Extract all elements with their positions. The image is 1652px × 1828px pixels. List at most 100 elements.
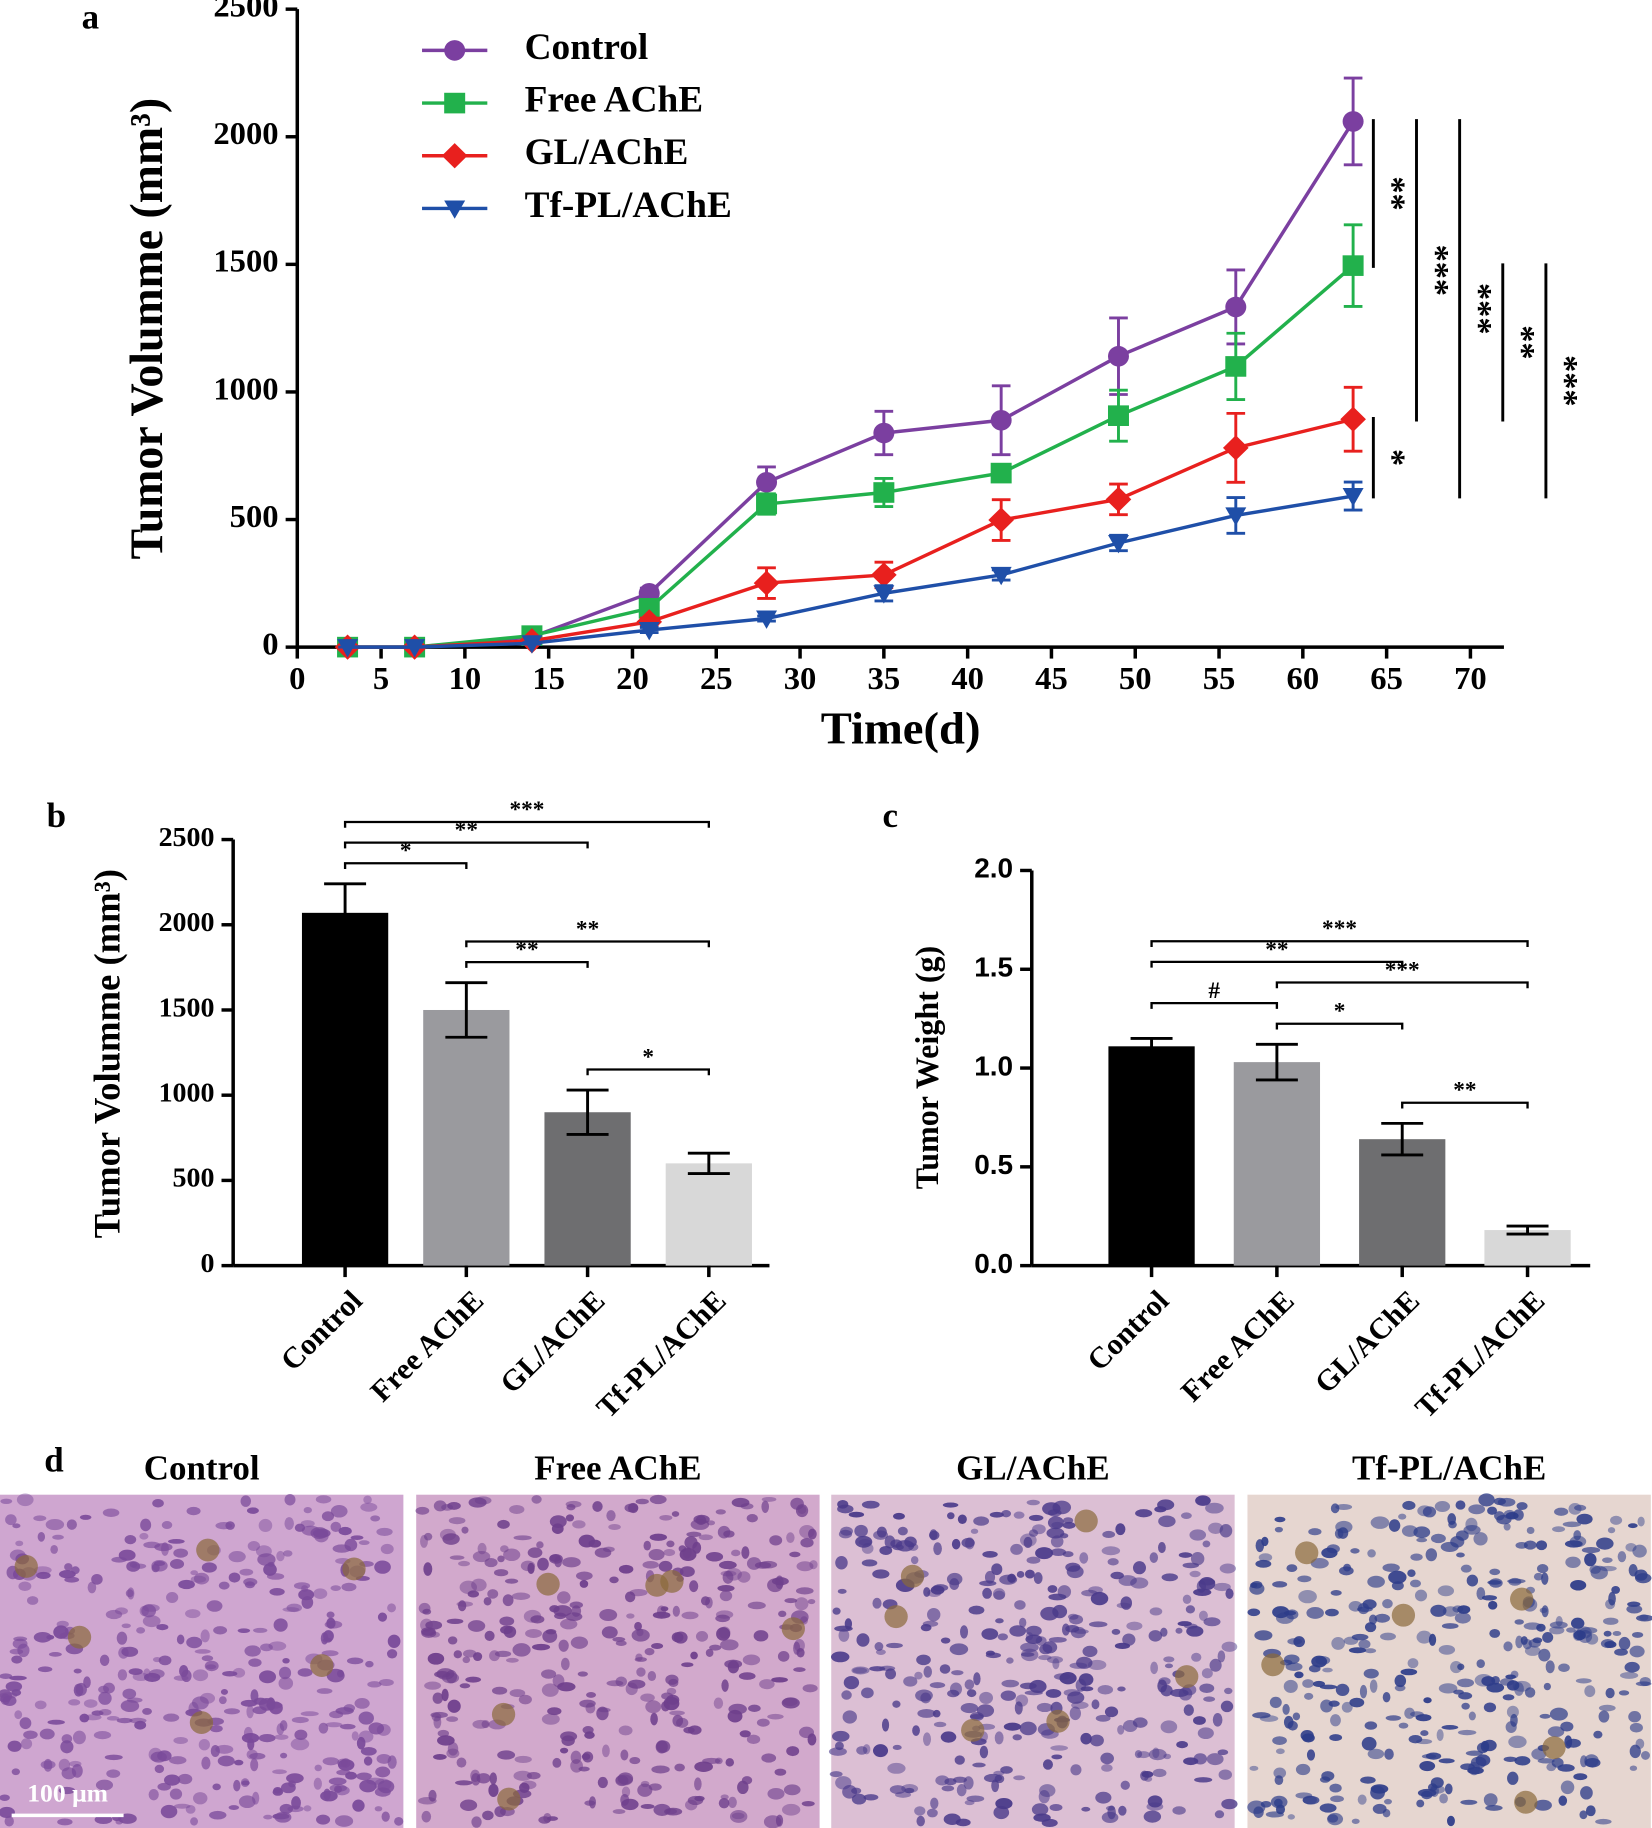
cell-nucleus: [1046, 1527, 1065, 1539]
cell-nucleus: [664, 1807, 683, 1816]
data-point: [756, 471, 778, 493]
cell-nucleus: [273, 1618, 288, 1632]
cell-nucleus: [994, 1731, 1004, 1745]
cell-nucleus: [5, 1681, 23, 1692]
cell-nucleus: [446, 1748, 460, 1759]
significance-label: ***: [1417, 245, 1455, 297]
cell-nucleus: [1212, 1712, 1223, 1727]
error-bar: [1255, 1042, 1298, 1082]
cell-nucleus: [71, 1764, 83, 1778]
cell-nucleus: [679, 1566, 695, 1577]
cell-nucleus: [1398, 1513, 1407, 1520]
cell-nucleus: [973, 1516, 990, 1526]
cell-nucleus: [558, 1639, 569, 1652]
cell-nucleus: [551, 1523, 564, 1534]
cell-nucleus: [465, 1676, 482, 1683]
pigment-cell: [884, 1605, 908, 1629]
cell-nucleus: [1385, 1715, 1402, 1721]
cell-nucleus: [835, 1555, 848, 1570]
significance-label: ***: [1385, 957, 1420, 983]
cell-nucleus: [1384, 1748, 1394, 1760]
cell-nucleus: [1079, 1552, 1089, 1564]
cell-nucleus: [1554, 1507, 1569, 1516]
cell-nucleus: [19, 1717, 32, 1730]
cell-nucleus: [1254, 1630, 1273, 1641]
significance-bracket: [1150, 940, 1529, 947]
cell-nucleus: [1107, 1558, 1119, 1566]
cell-nucleus: [58, 1569, 76, 1579]
cell-nucleus: [222, 1670, 238, 1677]
cell-nucleus: [487, 1589, 499, 1599]
cell-nucleus: [322, 1757, 340, 1766]
cell-nucleus: [1349, 1697, 1365, 1708]
cell-nucleus: [1019, 1617, 1027, 1628]
cell-nucleus: [1380, 1632, 1396, 1641]
cell-nucleus: [1416, 1630, 1432, 1644]
cell-nucleus: [514, 1755, 532, 1764]
cell-nucleus: [381, 1811, 390, 1822]
cell-nucleus: [1001, 1510, 1012, 1518]
data-point: [1225, 296, 1247, 318]
cell-nucleus: [761, 1500, 770, 1513]
cell-nucleus: [284, 1517, 294, 1530]
cell-nucleus: [884, 1535, 896, 1549]
cell-nucleus: [834, 1741, 844, 1751]
cell-nucleus: [432, 1692, 444, 1704]
cell-nucleus: [1010, 1543, 1023, 1555]
cell-nucleus: [767, 1713, 784, 1720]
cell-nucleus: [1348, 1601, 1363, 1612]
cell-nucleus: [250, 1689, 259, 1703]
cell-nucleus: [126, 1697, 143, 1703]
significance-bracket: [586, 1068, 710, 1076]
cell-nucleus: [139, 1532, 149, 1540]
cell-nucleus: [537, 1557, 549, 1571]
cell-nucleus: [1329, 1783, 1342, 1793]
cell-nucleus: [1481, 1676, 1496, 1687]
cell-nucleus: [861, 1559, 878, 1567]
cell-nucleus: [1523, 1540, 1537, 1550]
cell-nucleus: [363, 1756, 373, 1766]
cell-nucleus: [648, 1548, 665, 1561]
cell-nucleus: [669, 1710, 685, 1716]
cell-nucleus: [1035, 1547, 1054, 1560]
cell-nucleus: [1334, 1528, 1344, 1539]
cell-nucleus: [1036, 1702, 1053, 1713]
cell-nucleus: [1107, 1805, 1116, 1820]
cell-nucleus: [106, 1716, 120, 1721]
error-bar: [1381, 1121, 1424, 1157]
cell-nucleus: [1595, 1818, 1612, 1825]
cell-nucleus: [320, 1632, 329, 1645]
cell-nucleus: [1327, 1814, 1339, 1823]
cell-nucleus: [1497, 1497, 1516, 1507]
cell-nucleus: [941, 1785, 955, 1792]
cell-nucleus: [1598, 1710, 1610, 1723]
cell-nucleus: [272, 1788, 284, 1796]
cell-nucleus: [856, 1746, 868, 1755]
cell-nucleus: [1013, 1511, 1025, 1519]
cell-nucleus: [249, 1752, 266, 1760]
cell-nucleus: [481, 1720, 490, 1729]
cell-nucleus: [313, 1588, 328, 1599]
cell-nucleus: [1631, 1631, 1644, 1638]
cell-nucleus: [497, 1750, 516, 1760]
cell-nucleus: [640, 1780, 650, 1788]
cell-nucleus: [1285, 1609, 1299, 1620]
cell-nucleus: [75, 1682, 87, 1696]
cell-nucleus: [83, 1699, 98, 1708]
cell-nucleus: [1319, 1803, 1337, 1813]
cell-nucleus: [1292, 1712, 1301, 1721]
cell-nucleus: [360, 1746, 377, 1756]
cell-nucleus: [1578, 1630, 1593, 1644]
y-tick-label: 2500: [159, 821, 215, 852]
cell-nucleus: [740, 1503, 754, 1510]
x-tick-label: 50: [1119, 660, 1152, 696]
x-tick-label: 0: [289, 660, 305, 696]
cell-nucleus: [720, 1794, 729, 1800]
data-point: [1225, 356, 1247, 377]
cell-nucleus: [1304, 1692, 1314, 1700]
cell-nucleus: [1466, 1574, 1479, 1587]
cell-nucleus: [1423, 1697, 1432, 1704]
cell-nucleus: [834, 1625, 853, 1632]
cell-nucleus: [1382, 1563, 1400, 1572]
cell-nucleus: [1461, 1702, 1470, 1710]
